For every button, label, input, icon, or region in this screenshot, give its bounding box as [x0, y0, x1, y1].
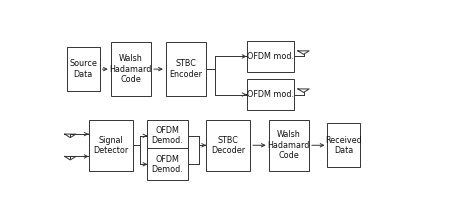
FancyBboxPatch shape	[166, 42, 206, 96]
FancyBboxPatch shape	[110, 42, 151, 96]
FancyBboxPatch shape	[246, 41, 294, 72]
FancyBboxPatch shape	[206, 120, 250, 171]
Text: OFDM mod.: OFDM mod.	[247, 90, 294, 99]
Text: Signal
Detector: Signal Detector	[93, 136, 128, 155]
FancyBboxPatch shape	[246, 79, 294, 110]
FancyBboxPatch shape	[147, 120, 188, 152]
Text: STBC
Decoder: STBC Decoder	[211, 136, 245, 155]
Text: Walsh
Hadamard
Code: Walsh Hadamard Code	[268, 130, 310, 160]
Text: Received
Data: Received Data	[326, 136, 362, 155]
FancyBboxPatch shape	[269, 120, 309, 171]
Text: STBC
Encoder: STBC Encoder	[170, 60, 202, 79]
Text: OFDM
Demod.: OFDM Demod.	[152, 126, 183, 145]
FancyBboxPatch shape	[147, 149, 188, 180]
FancyBboxPatch shape	[89, 120, 133, 171]
FancyBboxPatch shape	[66, 47, 100, 91]
FancyBboxPatch shape	[328, 123, 360, 167]
Text: Walsh
Hadamard
Code: Walsh Hadamard Code	[109, 54, 152, 84]
Text: OFDM mod.: OFDM mod.	[247, 52, 294, 61]
Text: Source
Data: Source Data	[69, 60, 97, 79]
Text: OFDM
Demod.: OFDM Demod.	[152, 155, 183, 174]
